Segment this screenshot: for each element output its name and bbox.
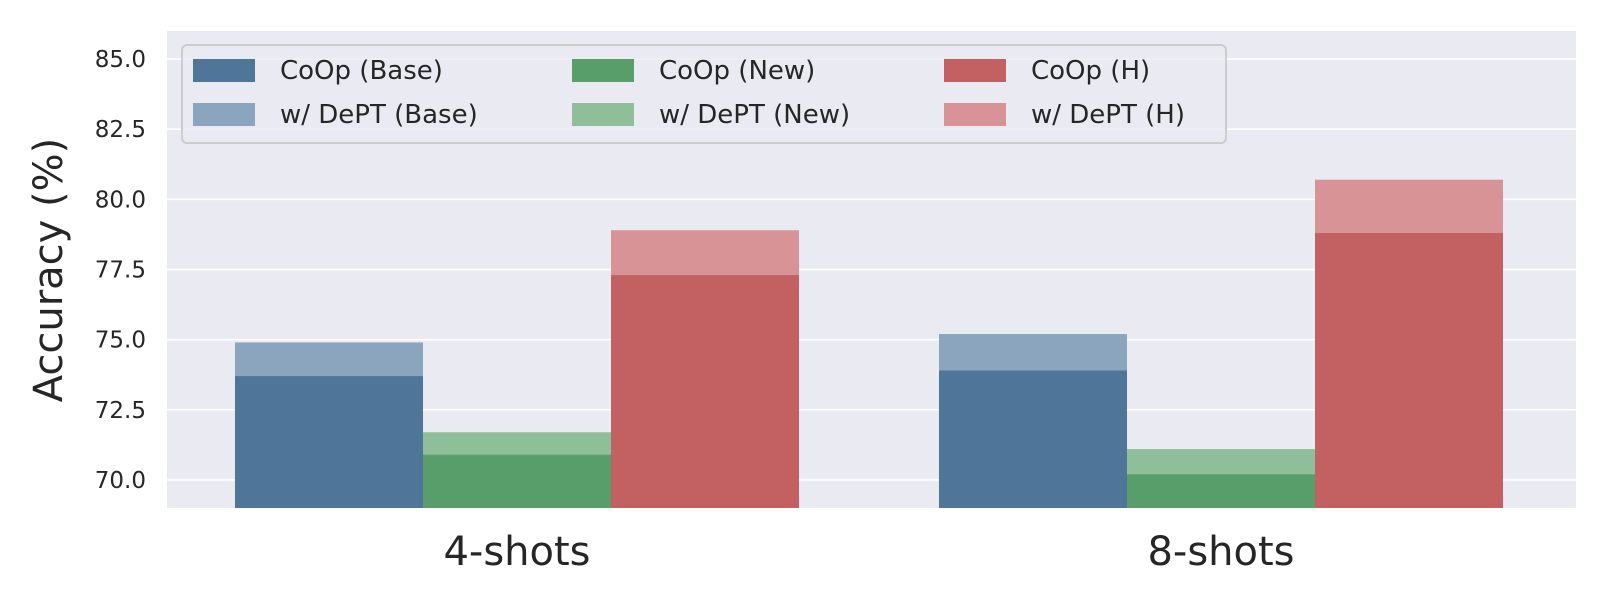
legend-label-dept: w/ DePT (Base) bbox=[280, 100, 478, 130]
y-tick-label: 85.0 bbox=[95, 47, 146, 73]
bar-coop-h bbox=[611, 275, 799, 508]
y-axis-ticks: 70.0 72.5 75.0 77.5 80.0 82.5 85.0 bbox=[95, 47, 146, 494]
legend-label-coop: CoOp (Base) bbox=[280, 56, 443, 86]
y-tick-label: 77.5 bbox=[95, 258, 146, 284]
legend-swatch-coop bbox=[572, 59, 634, 82]
bar-coop-base bbox=[235, 376, 423, 508]
y-tick-label: 70.0 bbox=[95, 468, 146, 494]
y-tick-label: 80.0 bbox=[95, 187, 146, 213]
x-axis-categories: 4-shots 8-shots bbox=[443, 529, 1294, 575]
y-tick-label: 75.0 bbox=[95, 328, 146, 354]
legend-label-coop: CoOp (New) bbox=[659, 56, 815, 86]
y-axis-title: Accuracy (%) bbox=[26, 138, 72, 403]
legend-label-coop: CoOp (H) bbox=[1031, 56, 1150, 86]
bars bbox=[235, 179, 1503, 508]
legend-swatch-coop bbox=[193, 59, 255, 82]
bar-coop-base bbox=[939, 370, 1127, 508]
x-category-label: 8-shots bbox=[1147, 529, 1294, 575]
legend-swatch-dept bbox=[193, 103, 255, 126]
y-tick-label: 82.5 bbox=[95, 117, 146, 143]
bar-coop-new bbox=[423, 454, 611, 508]
x-category-label: 4-shots bbox=[443, 529, 590, 575]
legend: CoOp (Base) w/ DePT (Base) CoOp (New) w/ De… bbox=[181, 44, 1227, 144]
legend-label-dept: w/ DePT (New) bbox=[659, 100, 850, 130]
bar-coop-new bbox=[1127, 474, 1315, 508]
legend-swatch-dept bbox=[572, 103, 634, 126]
legend-label-dept: w/ DePT (H) bbox=[1031, 100, 1185, 130]
y-tick-label: 72.5 bbox=[95, 398, 146, 424]
legend-swatch-dept bbox=[944, 103, 1006, 126]
legend-swatch-coop bbox=[944, 59, 1006, 82]
bar-coop-h bbox=[1315, 233, 1503, 508]
